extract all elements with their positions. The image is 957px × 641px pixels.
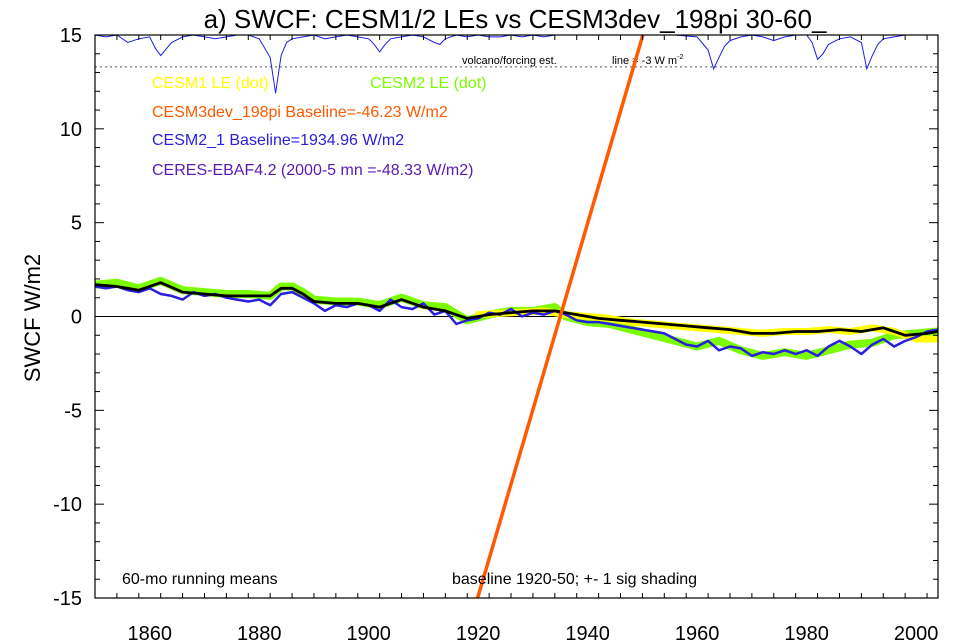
chart-title: a) SWCF: CESM1/2 LEs vs CESM3dev_198pi 3… [204,4,827,34]
x-tick-label: 2000 [894,623,939,641]
legend-entry-cesm1-le: CESM1 LE (dot) [152,75,268,92]
annotation-running-means: 60-mo running means [122,571,278,588]
x-tick-label: 1920 [456,623,501,641]
y-tick-label: -10 [53,494,82,516]
legend: CESM1 LE (dot) CESM2 LE (dot) CESM3dev_1… [152,75,486,179]
volcano-label: volcano/forcing est. [462,55,557,67]
x-tick-label: 1860 [127,623,172,641]
y-tick-label: -15 [53,588,82,610]
y-tick-label: 5 [71,213,82,235]
legend-entry-cesm2-1: CESM2_1 Baseline=1934.96 W/m2 [152,132,404,149]
axis-ticks: 1860 1880 1900 1920 1940 1960 1980 2000 15 10 5 0 -5… [53,25,939,641]
y-tick-label: 0 [71,307,82,329]
volcano-line-label: line = -3 W m-2 [612,54,683,67]
series-line-cesm2-1-baseline-1934-96-w-m2 [95,285,938,358]
legend-entry-cesm2-le: CESM2 LE (dot) [370,75,486,92]
y-tick-label: 15 [60,25,82,47]
series-line-cesm2-le-dot [95,276,938,360]
y-tick-label: 10 [60,119,82,141]
series-line-cesm3dev-198pi-baseline-46-23-w-m2 [475,35,645,598]
legend-entry-cesm3dev: CESM3dev_198pi Baseline=-46.23 W/m2 [152,104,448,121]
volcano-panel: volcano/forcing est. line = -3 W m-2 [95,35,938,94]
legend-entry-ceres: CERES-EBAF4.2 (2000-5 mn =-48.33 W/m2) [152,162,473,179]
x-tick-label: 1980 [784,623,829,641]
y-tick-label: -5 [64,400,82,422]
series-line-cesm1-le-dot [474,307,938,343]
y-axis-label: SWCF W/m2 [20,254,45,382]
x-tick-label: 1960 [675,623,720,641]
x-tick-label: 1900 [346,623,391,641]
x-tick-label: 1940 [565,623,610,641]
series-line-cesm-le-mean [95,281,938,337]
annotation-baseline: baseline 1920-50; +- 1 sig shading [452,571,697,588]
x-tick-label: 1880 [237,623,282,641]
series-group [95,35,938,598]
volcano-trace [95,35,938,94]
